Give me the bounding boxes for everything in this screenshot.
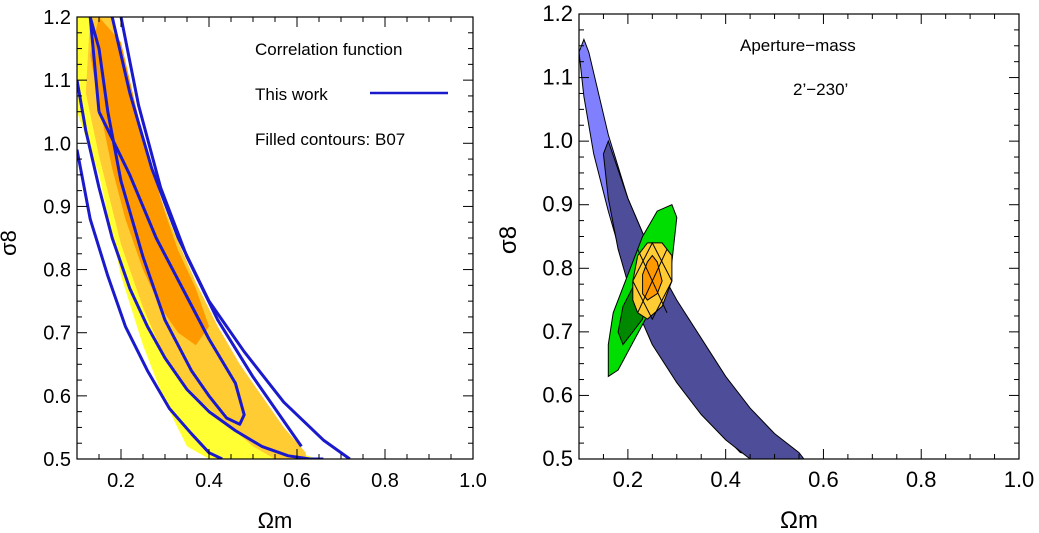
- x-axis-label: Ωm: [258, 508, 293, 533]
- y-axis-label: σ8: [495, 226, 522, 254]
- left-plot-area: [77, 17, 351, 459]
- y-tick-label: 0.9: [43, 196, 71, 218]
- x-tick-label: 1.0: [1004, 467, 1035, 492]
- x-axis-label: Ωm: [780, 507, 818, 533]
- y-tick-label: 0.6: [43, 386, 71, 408]
- x-tick-label: 0.4: [710, 467, 741, 492]
- x-tick-label: 0.4: [195, 470, 223, 492]
- y-tick-label: 1.2: [542, 1, 573, 26]
- this-work-contour-4: [119, 17, 303, 448]
- x-tick-label: 0.6: [808, 467, 839, 492]
- legend-line-label: This work: [255, 85, 328, 104]
- x-tick-label: 0.2: [613, 467, 644, 492]
- y-tick-label: 1.1: [43, 70, 71, 92]
- x-tick-label: 0.2: [107, 470, 135, 492]
- y-tick-label: 0.8: [43, 260, 71, 282]
- y-tick-label: 0.6: [542, 382, 573, 407]
- x-tick-label: 0.8: [371, 470, 399, 492]
- annotation-aperture-mass: Aperture−mass: [740, 36, 856, 55]
- x-tick-label: 1.0: [459, 470, 487, 492]
- right-panel: 0.2 0.4 0.6 0.8 1.0 0.5 0.6 0.7 0.8 0.9 1.0 1.1 1.2 Ω…: [495, 1, 1034, 533]
- x-tick-label: 0.6: [283, 470, 311, 492]
- x-tick-label: 0.8: [906, 467, 937, 492]
- legend-title: Correlation function: [255, 40, 402, 59]
- y-tick-label: 0.7: [43, 323, 71, 345]
- this-work-contour-0: [88, 17, 246, 426]
- y-tick-label: 0.8: [542, 255, 573, 280]
- y-tick-label: 0.7: [542, 319, 573, 344]
- contour-orange: [642, 254, 663, 301]
- y-tick-label: 1.0: [43, 133, 71, 155]
- left-panel: 0.2 0.4 0.6 0.8 1.0 0.5 0.6 0.7 0.8 0.9 1.0 1.1 1.2 Ω…: [0, 7, 487, 533]
- y-axis-label: σ8: [0, 230, 21, 256]
- this-work-contour-3: [77, 149, 223, 459]
- y-tick-label: 0.5: [43, 449, 71, 471]
- y-tick-label: 1.0: [542, 128, 573, 153]
- b07-contour-2: [90, 17, 209, 346]
- y-tick-label: 0.9: [542, 192, 573, 217]
- annotation-scale-range: 2’−230’: [793, 80, 848, 99]
- y-tick-label: 1.2: [43, 7, 71, 29]
- y-tick-label: 0.5: [542, 446, 573, 471]
- hatch-line-2: [637, 249, 668, 313]
- right-plot-area: [579, 38, 824, 459]
- y-tick-label: 1.1: [542, 65, 573, 90]
- hatch-outline: [632, 241, 673, 321]
- legend-filled-label: Filled contours: B07: [255, 130, 405, 149]
- this-work-contour-1: [77, 79, 324, 459]
